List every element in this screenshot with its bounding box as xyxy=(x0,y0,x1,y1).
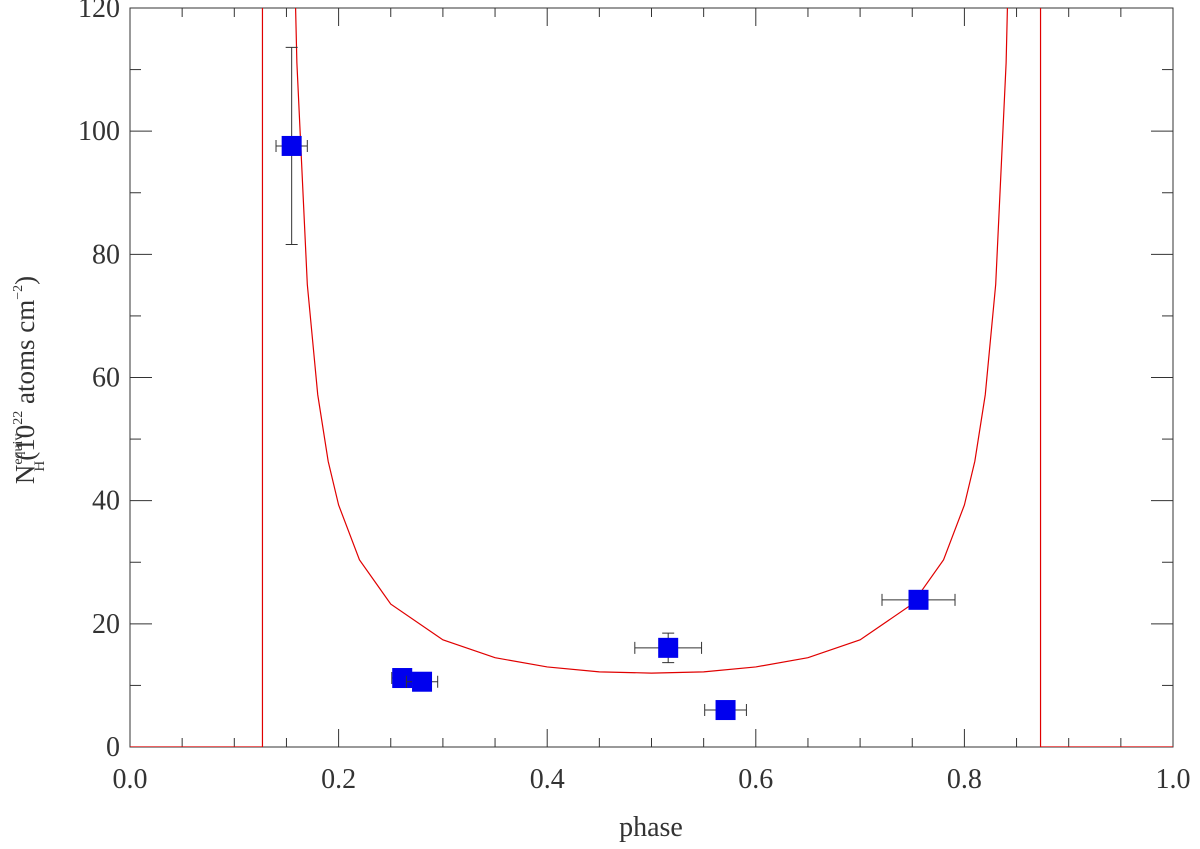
y-tick-label: 40 xyxy=(92,486,120,517)
data-point xyxy=(715,700,736,721)
y-label-sup: equiv xyxy=(11,434,26,465)
y-tick-label: 80 xyxy=(92,239,120,270)
y-tick-label: 120 xyxy=(78,0,120,24)
data-point xyxy=(392,668,413,689)
data-point xyxy=(908,589,929,610)
y-label-part: N xyxy=(10,465,40,485)
plot-frame xyxy=(129,7,1174,748)
y-label-part: ) xyxy=(10,276,40,285)
y-axis-label: Nequiv H(1022 atoms cm−2) xyxy=(10,276,48,484)
y-label-sup: −2 xyxy=(11,285,26,300)
y-tick-label: 100 xyxy=(78,116,120,147)
x-tick-label: 0.0 xyxy=(113,764,148,795)
x-tick-label: 0.8 xyxy=(947,764,982,795)
plot-area xyxy=(130,8,1173,747)
y-label-part: atoms cm xyxy=(10,300,40,411)
x-tick-label: 0.2 xyxy=(321,764,356,795)
data-point xyxy=(412,671,433,692)
y-tick-label: 20 xyxy=(92,609,120,640)
y-label-part: (10 xyxy=(10,425,40,461)
data-point xyxy=(281,135,302,156)
data-point xyxy=(658,637,679,658)
y-tick-label: 0 xyxy=(106,732,120,763)
x-tick-label: 1.0 xyxy=(1156,764,1191,795)
y-label-sup: 22 xyxy=(11,411,26,425)
y-tick-label: 60 xyxy=(92,363,120,394)
model-curve xyxy=(294,8,1009,674)
x-tick-label: 0.4 xyxy=(530,764,565,795)
x-tick-label: 0.6 xyxy=(738,764,773,795)
x-axis-label: phase xyxy=(619,812,683,843)
y-label-sub: H xyxy=(32,461,48,472)
